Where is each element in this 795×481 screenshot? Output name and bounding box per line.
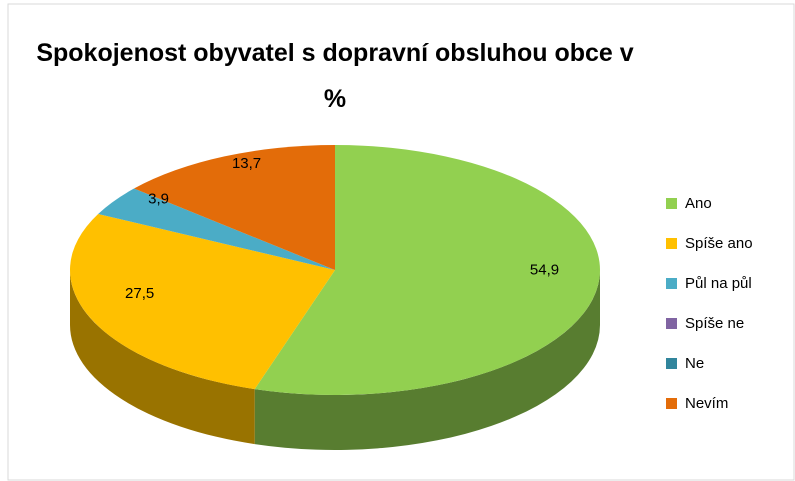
legend-label: Spíše ano xyxy=(685,235,753,252)
legend-label: Půl na půl xyxy=(685,275,752,292)
legend-swatch xyxy=(666,358,677,369)
data-label: 13,7 xyxy=(232,155,261,172)
slice-side xyxy=(69,270,255,445)
legend-swatch xyxy=(666,198,677,209)
slice xyxy=(254,145,600,395)
slice xyxy=(134,145,335,270)
data-label: 3,9 xyxy=(148,191,169,208)
legend-label: Nevím xyxy=(685,395,728,412)
slice-side xyxy=(254,270,600,450)
legend-label: Spíše ne xyxy=(685,315,744,332)
chart-border xyxy=(7,3,795,481)
legend-swatch xyxy=(666,398,677,409)
data-label: 27,5 xyxy=(125,285,154,302)
chart-title: Spokojenost obyvatel s dopravní obsluhou… xyxy=(36,39,634,113)
data-label: 54,9 xyxy=(530,261,559,278)
legend-swatch xyxy=(666,318,677,329)
legend-label: Ne xyxy=(685,355,704,372)
legend-swatch xyxy=(666,278,677,289)
slice xyxy=(98,188,335,270)
legend-label: Ano xyxy=(685,195,712,212)
legend-swatch xyxy=(666,238,677,249)
slice xyxy=(70,213,335,390)
